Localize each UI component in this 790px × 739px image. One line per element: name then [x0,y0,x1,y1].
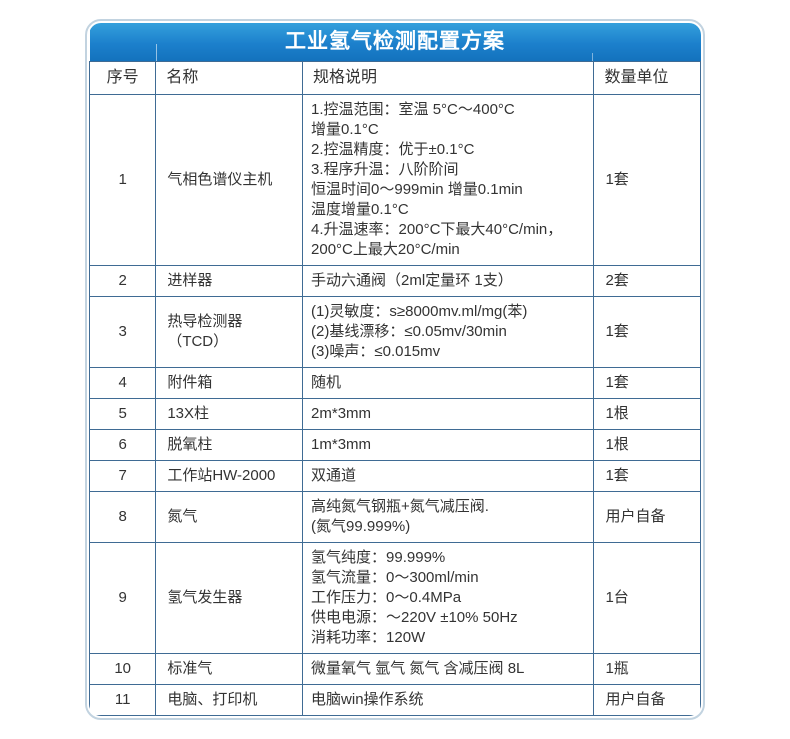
item-quantity: 1根 [593,398,701,430]
item-quantity: 用户自备 [593,684,701,716]
item-spec: 2m*3mm [302,398,595,430]
item-quantity: 1瓶 [593,653,701,685]
row-number: 10 [89,653,157,685]
item-name: 氮气 [155,491,304,543]
table-row: 5 13X柱 2m*3mm 1根 [89,398,701,430]
item-name: 附件箱 [155,367,304,399]
item-quantity: 1套 [593,367,701,399]
item-spec: 手动六通阀（2ml定量环 1支） [302,265,595,297]
header-row: 序号 名称 规格说明 数量单位 [89,61,701,95]
table-wrapper: 工业氢气检测配置方案 序号 名称 规格说明 数量单位 1 气相色谱仪主机 1.控… [89,23,701,716]
item-quantity: 1台 [593,542,701,654]
column-header-quantity: 数量单位 [593,61,701,95]
item-spec: 电脑win操作系统 [302,684,595,716]
title-row: 工业氢气检测配置方案 [89,23,701,62]
page-title: 工业氢气检测配置方案 [89,23,701,62]
row-number: 4 [89,367,157,399]
row-number: 11 [89,684,157,716]
table-row: 7 工作站HW-2000 双通道 1套 [89,460,701,492]
row-number: 8 [89,491,157,543]
row-number: 6 [89,429,157,461]
config-card: 工业氢气检测配置方案 序号 名称 规格说明 数量单位 1 气相色谱仪主机 1.控… [85,19,705,720]
item-quantity: 1套 [593,94,701,266]
table-row: 6 脱氧柱 1m*3mm 1根 [89,429,701,461]
config-table: 工业氢气检测配置方案 序号 名称 规格说明 数量单位 1 气相色谱仪主机 1.控… [89,23,701,716]
item-quantity: 用户自备 [593,491,701,543]
row-number: 7 [89,460,157,492]
item-quantity: 1套 [593,460,701,492]
item-name: 标准气 [155,653,304,685]
item-name: 电脑、打印机 [155,684,304,716]
item-name: 氢气发生器 [155,542,304,654]
item-quantity: 1套 [593,296,701,368]
row-number: 5 [89,398,157,430]
item-name: 进样器 [155,265,304,297]
item-spec: 微量氧气 氩气 氮气 含减压阀 8L [302,653,595,685]
item-spec: (1)灵敏度：s≥8000mv.ml/mg(苯) (2)基线漂移：≤0.05mv… [302,296,595,368]
row-number: 1 [89,94,157,266]
row-number: 9 [89,542,157,654]
table-row: 8 氮气 高纯氮气钢瓶+氮气减压阀. (氮气99.999%) 用户自备 [89,491,701,543]
item-name: 13X柱 [155,398,304,430]
item-name: 脱氧柱 [155,429,304,461]
item-spec: 随机 [302,367,595,399]
column-header-index: 序号 [89,61,157,95]
table-row: 3 热导检测器（TCD） (1)灵敏度：s≥8000mv.ml/mg(苯) (2… [89,296,701,368]
table-row: 2 进样器 手动六通阀（2ml定量环 1支） 2套 [89,265,701,297]
item-quantity: 2套 [593,265,701,297]
table-row: 11 电脑、打印机 电脑win操作系统 用户自备 [89,684,701,716]
table-row: 9 氢气发生器 氢气纯度：99.999% 氢气流量：0～300ml/min 工作… [89,542,701,654]
item-spec: 氢气纯度：99.999% 氢气流量：0～300ml/min 工作压力：0～0.4… [302,542,595,654]
item-name: 热导检测器（TCD） [155,296,304,368]
item-name: 工作站HW-2000 [155,460,304,492]
item-spec: 1.控温范围：室温 5°C～400°C 增量0.1°C 2.控温精度：优于±0.… [302,94,595,266]
item-spec: 1m*3mm [302,429,595,461]
item-spec: 高纯氮气钢瓶+氮气减压阀. (氮气99.999%) [302,491,595,543]
item-spec: 双通道 [302,460,595,492]
column-header-name: 名称 [155,61,304,95]
table-row: 4 附件箱 随机 1套 [89,367,701,399]
item-quantity: 1根 [593,429,701,461]
row-number: 2 [89,265,157,297]
table-row: 1 气相色谱仪主机 1.控温范围：室温 5°C～400°C 增量0.1°C 2.… [89,94,701,266]
table-row: 10 标准气 微量氧气 氩气 氮气 含减压阀 8L 1瓶 [89,653,701,685]
item-name: 气相色谱仪主机 [155,94,304,266]
column-header-spec: 规格说明 [302,61,595,95]
row-number: 3 [89,296,157,368]
